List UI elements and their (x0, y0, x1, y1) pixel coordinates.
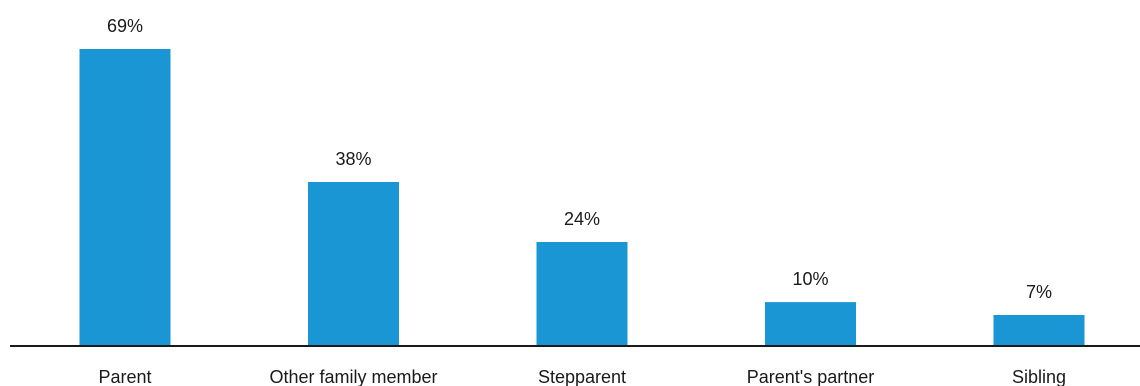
category-label: Parent (98, 367, 151, 386)
bar-parent-s-partner (765, 302, 856, 345)
category-label: Stepparent (538, 367, 626, 386)
category-label: Other family member (269, 367, 437, 386)
category-label: Sibling (1012, 367, 1066, 386)
value-label: 10% (792, 269, 828, 289)
value-label: 7% (1026, 282, 1052, 302)
bar-sibling (993, 315, 1085, 345)
category-labels-group: Parent Other family member Stepparent Paren… (98, 367, 1066, 386)
bars-group (79, 49, 1085, 345)
bar-other-family-member (308, 182, 399, 345)
bar-stepparent (536, 242, 628, 345)
value-labels-group: 69% 38% 24% 10% 7% (107, 16, 1052, 302)
value-label: 38% (335, 149, 371, 169)
category-label: Parent's partner (747, 367, 875, 386)
bar-parent (79, 49, 171, 345)
value-label: 69% (107, 16, 143, 36)
value-label: 24% (564, 209, 600, 229)
